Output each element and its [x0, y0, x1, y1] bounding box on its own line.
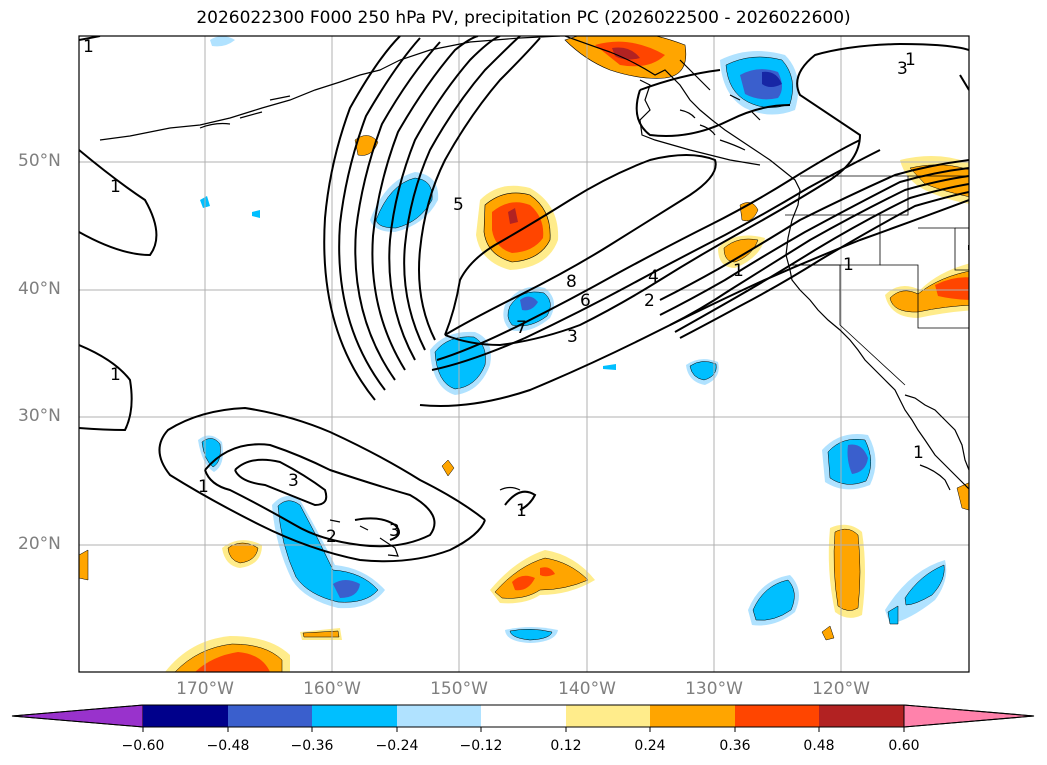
map-title: 2026022300 F000 250 hPa PV, precipitatio…	[196, 8, 851, 28]
plot-area: 1 1 1 1 1 1 1 1 1 2 2 3 3 3 3 4 5 6 7 8	[79, 36, 969, 672]
contour-label: 1	[516, 501, 527, 521]
colorbar-tick-label: −0.12	[459, 738, 503, 754]
colorbar-swatch	[735, 705, 819, 727]
colorbar-tick-label: −0.48	[206, 738, 250, 754]
colorbar-swatch	[650, 705, 735, 727]
lon-label: 130°W	[685, 679, 743, 699]
precip-anomaly-area	[195, 652, 270, 672]
contour-label: 7	[516, 318, 527, 338]
precip-anomaly-area	[603, 364, 616, 370]
precip-anomaly-area	[723, 238, 759, 263]
colorbar-tick-label: 0.60	[888, 738, 920, 754]
graticule	[79, 36, 969, 672]
lon-label: 160°W	[303, 679, 361, 699]
contour-label: 1	[110, 177, 121, 197]
contour-label: 1	[110, 365, 121, 385]
colorbar-swatch	[312, 705, 397, 727]
colorbar-swatch	[819, 705, 904, 727]
precip-anomaly-area	[935, 277, 969, 300]
contour-label: 1	[733, 261, 744, 281]
contour-label: 1	[843, 255, 854, 275]
precip-anomaly-area	[79, 549, 89, 581]
precip-anomaly-area	[508, 208, 518, 224]
contour-label: 3	[567, 327, 578, 347]
precip-anomaly-area	[302, 630, 340, 638]
colorbar-swatch	[481, 705, 566, 727]
colorbar-extend-high	[903, 704, 1035, 728]
lat-label: 40°N	[18, 279, 61, 299]
lon-label: 140°W	[558, 679, 616, 699]
colorbar-swatch	[143, 705, 228, 727]
colorbar	[11, 704, 1035, 732]
colorbar-tick-label: −0.60	[121, 738, 165, 754]
colorbar-swatch	[566, 705, 650, 727]
lon-label: 170°W	[176, 679, 234, 699]
precip-anomaly-area	[762, 71, 782, 87]
colorbar-swatch	[228, 705, 312, 727]
colorbar-extend-low	[11, 704, 144, 728]
lon-label: 120°W	[812, 679, 870, 699]
colorbar-swatch	[397, 705, 481, 727]
contour-label: 1	[905, 50, 916, 70]
contour-label: 3	[897, 59, 908, 79]
lat-label: 50°N	[18, 151, 61, 171]
precip-anomaly-area	[904, 564, 945, 606]
precip-anomaly-area	[956, 482, 969, 511]
precip-anomaly-area	[333, 580, 360, 598]
contour-label: 3	[389, 521, 400, 541]
contour-label: 5	[453, 195, 464, 215]
precip-anomaly-area	[375, 177, 433, 229]
precip-anomaly-area	[210, 36, 235, 47]
precip-anomaly-area	[612, 47, 640, 60]
precip-anomaly-area	[821, 625, 835, 641]
precip-anomaly-area	[512, 575, 535, 591]
precip-anomaly-area	[252, 210, 260, 218]
colorbar-tick-label: 0.12	[550, 738, 582, 754]
contour-label: 1	[198, 477, 209, 497]
contour-label: 1	[83, 37, 94, 57]
lon-label: 150°W	[430, 679, 488, 699]
contour-label: 2	[644, 291, 655, 311]
precip-anomaly-area	[752, 579, 795, 621]
lat-label: 30°N	[18, 406, 61, 426]
colorbar-tick-label: 0.48	[803, 738, 835, 754]
precip-anomaly-area	[887, 605, 899, 625]
plot-frame	[78, 35, 970, 673]
colorbar-tick-label: 0.36	[719, 738, 751, 754]
contour-label: 1	[913, 443, 924, 463]
colorbar-tick-label: 0.24	[634, 738, 666, 754]
contour-label: 2	[326, 527, 337, 547]
contour-label: 4	[648, 267, 659, 287]
precip-anomaly-area	[441, 459, 455, 477]
colorbar-tick-label: −0.24	[375, 738, 419, 754]
precip-anomaly-area	[520, 296, 538, 311]
precip-anomaly-area	[833, 528, 861, 611]
contour-label: 8	[566, 272, 577, 292]
precip-anomaly-area	[277, 500, 379, 603]
colorbar-tick-label: −0.36	[290, 738, 334, 754]
lat-label: 20°N	[18, 534, 61, 554]
contour-label: 3	[288, 471, 299, 491]
precip-anomaly-area	[540, 567, 555, 577]
precip-negative-shading	[198, 36, 947, 643]
precip-anomaly-area	[847, 444, 868, 474]
pv-contours	[79, 36, 969, 563]
precip-anomaly-area	[227, 542, 259, 564]
coastlines	[99, 36, 969, 557]
precip-anomaly-area	[509, 629, 553, 641]
contour-label-group: 1 1 1 1 1 1 1 1 1 2 2 3 3 3 3 4 5 6 7 8	[83, 37, 924, 547]
contour-label: 6	[580, 291, 591, 311]
colorbar-ticks	[142, 727, 905, 732]
